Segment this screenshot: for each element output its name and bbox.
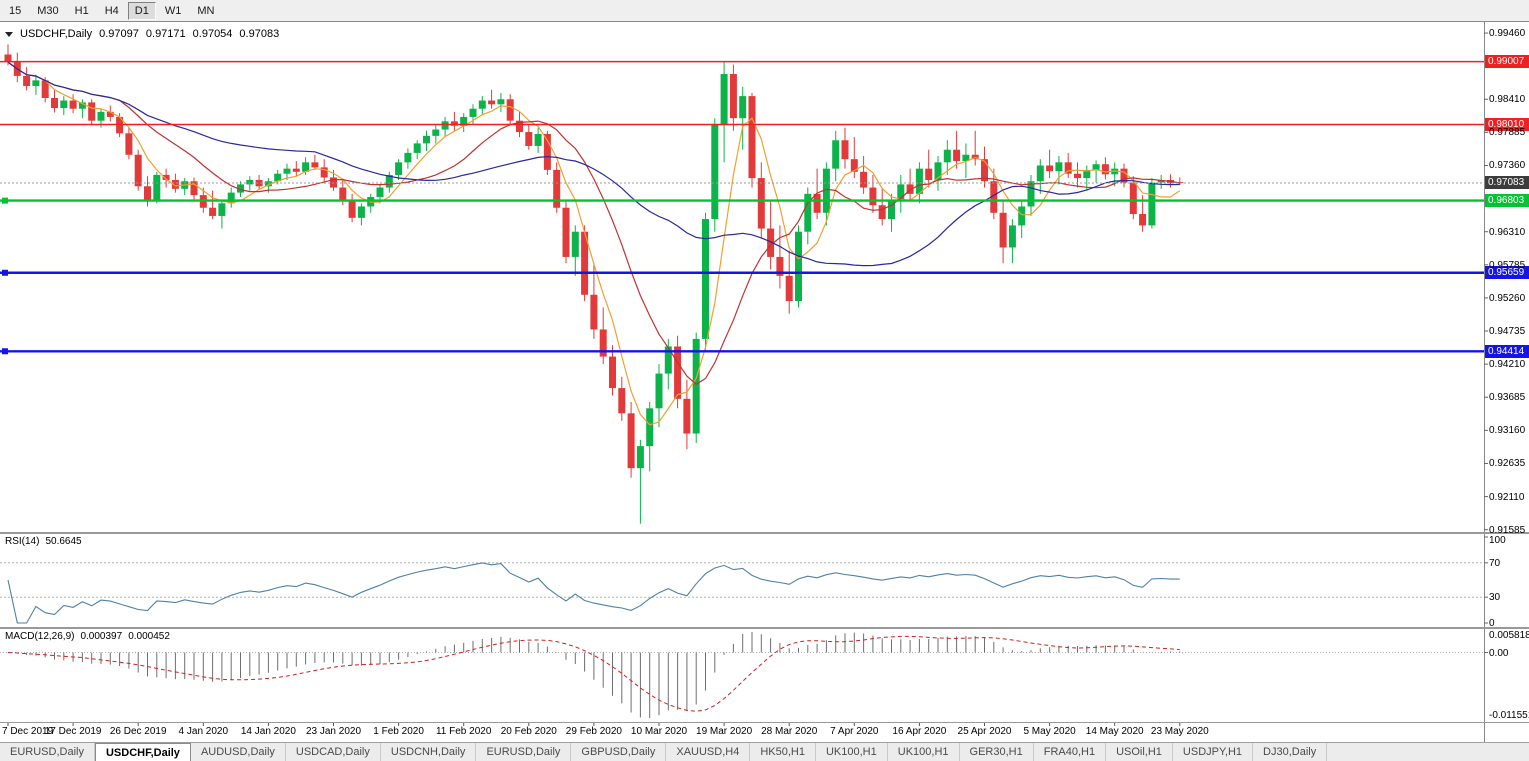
ma-fast-line bbox=[7, 61, 1181, 426]
rsi-value: 50.6645 bbox=[45, 536, 82, 547]
date-axis-label: 7 Apr 2020 bbox=[830, 726, 879, 737]
period-button-W1[interactable]: W1 bbox=[164, 4, 182, 17]
price-axis-label: 0.96310 bbox=[1489, 226, 1526, 238]
rsi-axis-label: 30 bbox=[1489, 592, 1501, 604]
price-axis-label: 0.95785 bbox=[1489, 259, 1526, 271]
price-axis-label: 0.92110 bbox=[1489, 491, 1525, 503]
date-axis-label: 16 Apr 2020 bbox=[892, 726, 947, 737]
period-button-M30[interactable]: M30 bbox=[37, 4, 59, 17]
date-axis-label: 23 May 2020 bbox=[1150, 726, 1209, 737]
macd-axis-zero-label: 0.00 bbox=[1489, 647, 1509, 659]
date-axis-label: 14 Jan 2020 bbox=[240, 726, 296, 737]
chart-tab-13-USOil-H1[interactable]: USOil,H1 bbox=[1106, 743, 1173, 761]
price-axis-label: 0.95260 bbox=[1489, 292, 1526, 304]
support-line-green-handle[interactable] bbox=[2, 197, 8, 204]
date-axis-label: 1 Feb 2020 bbox=[373, 726, 424, 737]
macd-indicator-label: MACD(12,26,9) 0.000397 0.000452 bbox=[5, 631, 176, 642]
date-axis-label: 17 Dec 2019 bbox=[44, 726, 102, 737]
chart-tab-6-GBPUSD-Daily[interactable]: GBPUSD,Daily bbox=[571, 743, 667, 761]
price-axis-label: 0.97885 bbox=[1489, 127, 1526, 139]
price-axis-label: 0.91585 bbox=[1489, 524, 1526, 536]
rsi-axis-label: 0 bbox=[1489, 618, 1495, 629]
hline-price-badge: 0.98010 bbox=[1485, 117, 1529, 131]
rsi-name: RSI(14) bbox=[5, 536, 40, 547]
ohlc-low: 0.97054 bbox=[192, 28, 233, 40]
chart-tab-1-USDCHF-Daily[interactable]: USDCHF,Daily bbox=[94, 743, 191, 761]
hline-price-badge: 0.99007 bbox=[1485, 55, 1529, 69]
chart-tab-12-FRA40-H1[interactable]: FRA40,H1 bbox=[1034, 743, 1107, 761]
candles[interactable] bbox=[4, 44, 1184, 524]
macd-signal-line bbox=[7, 635, 1180, 712]
ohlc-open: 0.97097 bbox=[99, 28, 139, 40]
date-axis-label: 19 Mar 2020 bbox=[696, 726, 753, 737]
price-axis-label: 0.93685 bbox=[1489, 392, 1526, 404]
price-axis-label: 0.92635 bbox=[1489, 458, 1526, 470]
date-axis-label: 26 Dec 2019 bbox=[109, 726, 167, 737]
support-line-blue-1-handle[interactable] bbox=[2, 269, 8, 276]
ohlc-close: 0.97083 bbox=[239, 28, 280, 40]
hline-price-badge: 0.95659 bbox=[1485, 266, 1529, 280]
period-button-H1[interactable]: H1 bbox=[74, 4, 89, 17]
ma-medium-line bbox=[7, 61, 1180, 386]
period-button-H4[interactable]: H4 bbox=[104, 4, 119, 17]
ohlc-high: 0.97171 bbox=[145, 28, 186, 40]
chart-tab-9-UK100-H1[interactable]: UK100,H1 bbox=[816, 743, 888, 761]
period-button-15[interactable]: 15 bbox=[9, 4, 22, 17]
price-axis-label: 0.93160 bbox=[1489, 425, 1526, 437]
chart-tab-0-EURUSD-Daily[interactable]: EURUSD,Daily bbox=[0, 743, 95, 761]
hline-price-badge: 0.94414 bbox=[1485, 344, 1529, 358]
chart-tab-11-GER30-H1[interactable]: GER30,H1 bbox=[960, 743, 1034, 761]
date-axis-label: 14 May 2020 bbox=[1085, 726, 1144, 737]
date-axis-label: 5 May 2020 bbox=[1023, 726, 1076, 737]
dropdown-arrow-icon[interactable] bbox=[5, 31, 13, 37]
period-button-MN[interactable]: MN bbox=[197, 4, 215, 17]
period-button-D1[interactable]: D1 bbox=[127, 1, 156, 20]
hline-price-badge: 0.96803 bbox=[1485, 194, 1529, 208]
timeframe-toolbar: 15 M30 H1 H4 D1 W1 MN bbox=[0, 0, 1529, 22]
macd-axis-top-label: 0.0058185 bbox=[1489, 630, 1529, 641]
symbol-label: USDCHF,Daily bbox=[20, 28, 93, 40]
rsi-axis-label: 70 bbox=[1489, 557, 1501, 569]
price-axis-label: 0.98410 bbox=[1489, 94, 1526, 106]
date-axis-label: 25 Apr 2020 bbox=[957, 726, 1012, 737]
rsi-indicator-label: RSI(14) 50.6645 bbox=[5, 536, 88, 547]
price-axis-label: 0.97360 bbox=[1489, 160, 1526, 172]
macd-histogram bbox=[16, 632, 1181, 718]
date-axis-label: 28 Mar 2020 bbox=[761, 726, 818, 737]
chart-tab-14-USDJPY-H1[interactable]: USDJPY,H1 bbox=[1173, 743, 1254, 761]
macd-axis-bottom-label: -0.0115510 bbox=[1489, 710, 1529, 721]
date-axis-label: 20 Feb 2020 bbox=[500, 726, 557, 737]
date-axis-label: 10 Mar 2020 bbox=[630, 726, 688, 737]
chart-tab-10-UK100-H1[interactable]: UK100,H1 bbox=[888, 743, 960, 761]
chart-tab-3-USDCAD-Daily[interactable]: USDCAD,Daily bbox=[286, 743, 381, 761]
price-axis-label: 0.94735 bbox=[1489, 326, 1526, 338]
date-axis-label: 4 Jan 2020 bbox=[178, 726, 229, 737]
chart-tab-7-XAUUSD-H4[interactable]: XAUUSD,H4 bbox=[666, 743, 751, 761]
chart-tab-8-HK50-H1[interactable]: HK50,H1 bbox=[750, 743, 816, 761]
macd-main-value: 0.000397 bbox=[80, 631, 123, 642]
chart-tab-2-AUDUSD-Daily[interactable]: AUDUSD,Daily bbox=[191, 743, 286, 761]
chart-tab-15-DJ30-Daily[interactable]: DJ30,Daily bbox=[1253, 743, 1328, 761]
date-axis-label: 29 Feb 2020 bbox=[565, 726, 622, 737]
price-axis-label: 0.99460 bbox=[1489, 28, 1526, 40]
chart-symbol-ohlc: USDCHF,Daily 0.97097 0.97171 0.97054 0.9… bbox=[5, 28, 279, 40]
rsi-line bbox=[7, 562, 1180, 624]
macd-name: MACD(12,26,9) bbox=[5, 631, 75, 642]
chart-tab-4-USDCNH-Daily[interactable]: USDCNH,Daily bbox=[381, 743, 477, 761]
price-axis-label: 0.94210 bbox=[1489, 359, 1526, 371]
chart-tab-5-EURUSD-Daily[interactable]: EURUSD,Daily bbox=[476, 743, 572, 761]
date-axis-label: 7 Dec 2019 bbox=[2, 726, 54, 737]
support-line-blue-2-handle[interactable] bbox=[2, 348, 8, 355]
current-price-badge: 0.97083 bbox=[1485, 176, 1529, 190]
date-axis-label: 11 Feb 2020 bbox=[435, 726, 492, 737]
chart-tab-bar: EURUSD,Daily USDCHF,Daily AUDUSD,Daily USDC… bbox=[0, 742, 1529, 761]
date-axis-label: 23 Jan 2020 bbox=[305, 726, 362, 737]
macd-signal-value: 0.000452 bbox=[128, 631, 170, 642]
rsi-axis-label: 100 bbox=[1489, 535, 1506, 546]
